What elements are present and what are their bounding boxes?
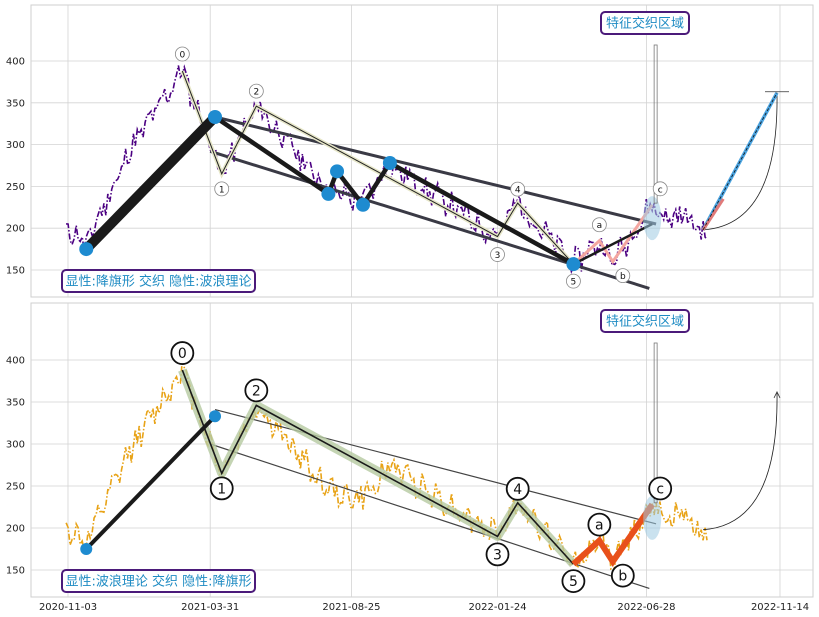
- plot-area: [30, 302, 814, 598]
- badge-box-tr: [600, 309, 690, 333]
- wave-label-4: 4: [513, 482, 522, 498]
- badge-box-tr: [600, 11, 690, 35]
- wave-label-a: a: [597, 221, 603, 231]
- y-tick-label: 150: [6, 566, 25, 577]
- wave-label-circle: [490, 247, 505, 262]
- interleave-marker: [653, 44, 658, 204]
- projection-arc: [703, 92, 778, 231]
- top-panel: 150 200 250 300 350 400 0 1 2 3 4 5 a b c 特征交织区域显性:降旗形 …: [6, 4, 814, 298]
- flag-pivot-dot: [80, 543, 93, 555]
- wave-label-2: 2: [253, 88, 259, 98]
- wave-label-5: 5: [571, 278, 577, 288]
- plot-area: [30, 4, 814, 298]
- wave-label-circle: [174, 46, 190, 62]
- badge-bottom-left: 显性:波浪理论 交织 隐性:降旗形: [65, 574, 251, 590]
- wave-label-circle: [244, 378, 269, 403]
- wave-label-2: 2: [252, 383, 261, 399]
- flag-pivot-dot: [382, 155, 397, 170]
- wave-label-b: b: [618, 569, 627, 585]
- abc-line: [571, 502, 655, 568]
- flag-pivot-dot: [330, 164, 345, 179]
- wave-label-circle: [648, 476, 673, 501]
- x-tick-label: 2022-06-28: [617, 602, 675, 613]
- badge-box-bl: [61, 569, 256, 593]
- wave-label-circle: [485, 542, 510, 567]
- flag-zigzag: [213, 115, 575, 267]
- highlight-ellipse: [643, 196, 662, 241]
- wave-label-c: c: [658, 185, 663, 195]
- wave-label-circle: [209, 476, 234, 501]
- projection-start: [701, 198, 725, 231]
- flag-pivot-dot: [209, 410, 222, 423]
- badge-box-bl: [61, 269, 256, 293]
- wave-label-1: 1: [217, 481, 226, 497]
- flag-pivot-dot: [355, 197, 370, 212]
- wave-label-circle: [652, 181, 668, 197]
- wave-label-3: 3: [493, 547, 502, 563]
- wave-label-circle: [566, 273, 581, 289]
- flagpole: [84, 414, 217, 551]
- y-tick-label: 350: [6, 398, 25, 409]
- badge-top-right: 特征交织区域: [606, 314, 684, 330]
- wave-line: [181, 70, 574, 265]
- channel-upper-line: [214, 115, 657, 226]
- y-tick-label: 150: [6, 266, 25, 277]
- flag-pivot-dot: [321, 186, 336, 201]
- wave-label-circle: [591, 217, 607, 233]
- wave-label-circle: [510, 181, 526, 197]
- badge-top-right: 特征交织区域: [606, 16, 684, 32]
- x-tick-label: 2022-11-14: [751, 602, 809, 613]
- projection-arc: [703, 391, 778, 531]
- flag-pivot-dot: [566, 257, 581, 272]
- y-tick-label: 250: [6, 482, 25, 493]
- x-tick-label: 2022-01-24: [468, 602, 526, 613]
- projection-dash: [702, 92, 778, 231]
- wave-label-a: a: [595, 518, 604, 534]
- wave-label-circle: [587, 512, 612, 537]
- y-tick-label: 400: [6, 356, 25, 367]
- y-tick-label: 400: [6, 57, 25, 68]
- y-tick-label: 300: [6, 140, 25, 151]
- wave-label-circle: [561, 569, 586, 594]
- badge-bottom-left: 显性:降旗形 交织 隐性:波浪理论: [65, 274, 251, 290]
- wave-label-0: 0: [179, 51, 185, 61]
- wave-label-circle: [248, 83, 264, 99]
- wave-label-circle: [214, 181, 230, 197]
- y-tick-label: 300: [6, 440, 25, 451]
- wave-label-circle: [505, 476, 530, 501]
- projection-arrow: [773, 391, 781, 399]
- wave-label-circle: [170, 341, 195, 365]
- wave-label-0: 0: [178, 346, 187, 362]
- interleave-marker: [653, 342, 658, 504]
- wave-label-3: 3: [495, 251, 501, 261]
- wave-label-b: b: [620, 272, 626, 282]
- x-tick-label: 2020-11-03: [39, 602, 97, 613]
- wave-line: [181, 369, 575, 565]
- wave-label-c: c: [656, 481, 664, 497]
- y-tick-label: 350: [6, 98, 25, 109]
- wave-label-1: 1: [219, 185, 225, 195]
- y-tick-label: 250: [6, 182, 25, 193]
- flagpole: [81, 112, 221, 255]
- y-tick-label: 200: [6, 224, 25, 235]
- flag-pivot-dot: [79, 242, 94, 257]
- highlight-ellipse: [643, 495, 662, 540]
- x-tick-label: 2021-08-25: [322, 602, 380, 613]
- x-tick-label: 2021-03-31: [181, 602, 239, 613]
- wave-label-circle: [610, 563, 635, 588]
- wave-label-5: 5: [569, 574, 578, 590]
- flag-pivot-dot: [208, 110, 223, 125]
- breakout-line: [572, 222, 653, 266]
- wave-label-4: 4: [515, 186, 521, 196]
- y-tick-label: 200: [6, 524, 25, 535]
- wave-label-circle: [615, 268, 631, 284]
- channel-upper-line: [214, 408, 657, 525]
